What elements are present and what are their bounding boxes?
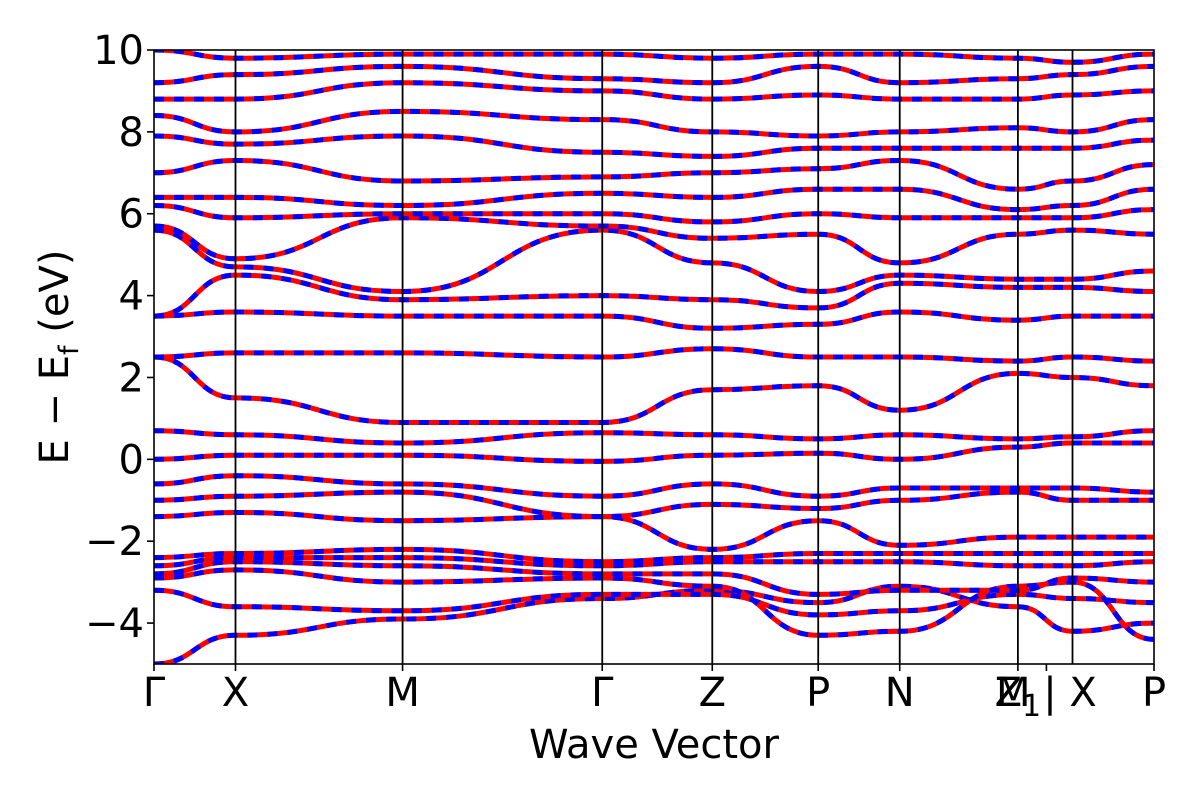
band-1-dashed	[154, 583, 1154, 664]
band-17-dashed	[154, 215, 1154, 266]
band-13-dashed	[154, 346, 1154, 364]
band-5-dashed	[154, 555, 1154, 569]
kpoint-label-4: Γ	[591, 670, 614, 716]
high-symmetry-lines	[234, 50, 1074, 664]
band-20-dashed	[154, 158, 1154, 192]
y-tick-label: −4	[85, 601, 144, 647]
plot-frame	[153, 49, 1155, 665]
band-25-dashed	[154, 50, 1154, 65]
band-2-dashed	[154, 587, 1154, 618]
kpoint-label-1: Γ	[143, 670, 166, 716]
kpoint-label-3: M	[385, 670, 420, 716]
band-14-dashed	[154, 309, 1154, 331]
kpoint-label-10: P	[1142, 670, 1166, 716]
y-tick-label: 10	[93, 28, 144, 74]
y-tick-label: 4	[119, 274, 144, 320]
band-24-dashed	[154, 63, 1154, 86]
band-15-dashed	[154, 272, 1154, 319]
y-tick-label: 6	[119, 192, 144, 238]
y-axis-label: E − Ef (eV)	[32, 250, 85, 465]
kpoint-label-9: M | X	[996, 670, 1097, 716]
kpoint-label-subscript: 1	[1022, 689, 1041, 724]
band-19-dashed	[154, 186, 1154, 213]
band-7-dashed	[154, 510, 1154, 552]
kpoint-label-2: X	[222, 670, 249, 716]
kpoint-label-6: P	[806, 670, 830, 716]
y-tick-label: −2	[85, 519, 144, 565]
band-11-dashed	[154, 428, 1154, 446]
y-tick-label: 2	[119, 355, 144, 401]
y-tick-label: 0	[119, 437, 144, 483]
band-1-solid	[154, 583, 1154, 664]
band-12-dashed	[154, 354, 1154, 426]
band-17-solid	[154, 215, 1154, 266]
band-6-dashed	[154, 546, 1154, 565]
band-10-dashed	[154, 440, 1154, 464]
band-16-dashed	[154, 227, 1154, 294]
kpoint-label-7: N	[885, 670, 915, 716]
kpoint-label-5: Z	[699, 670, 726, 716]
y-axis-label-subscript: f	[54, 344, 85, 355]
band-lines	[154, 50, 1154, 664]
band-4-dashed	[154, 559, 1154, 597]
y-axis-label-unit: (eV)	[32, 250, 78, 346]
y-tick-label: 8	[119, 110, 144, 156]
y-axis: −4 −2 0 2 4 6 8 10	[85, 28, 154, 647]
y-axis-label-main: E − E	[32, 355, 78, 465]
x-axis-label: Wave Vector	[529, 722, 780, 768]
band-12-solid	[154, 354, 1154, 426]
